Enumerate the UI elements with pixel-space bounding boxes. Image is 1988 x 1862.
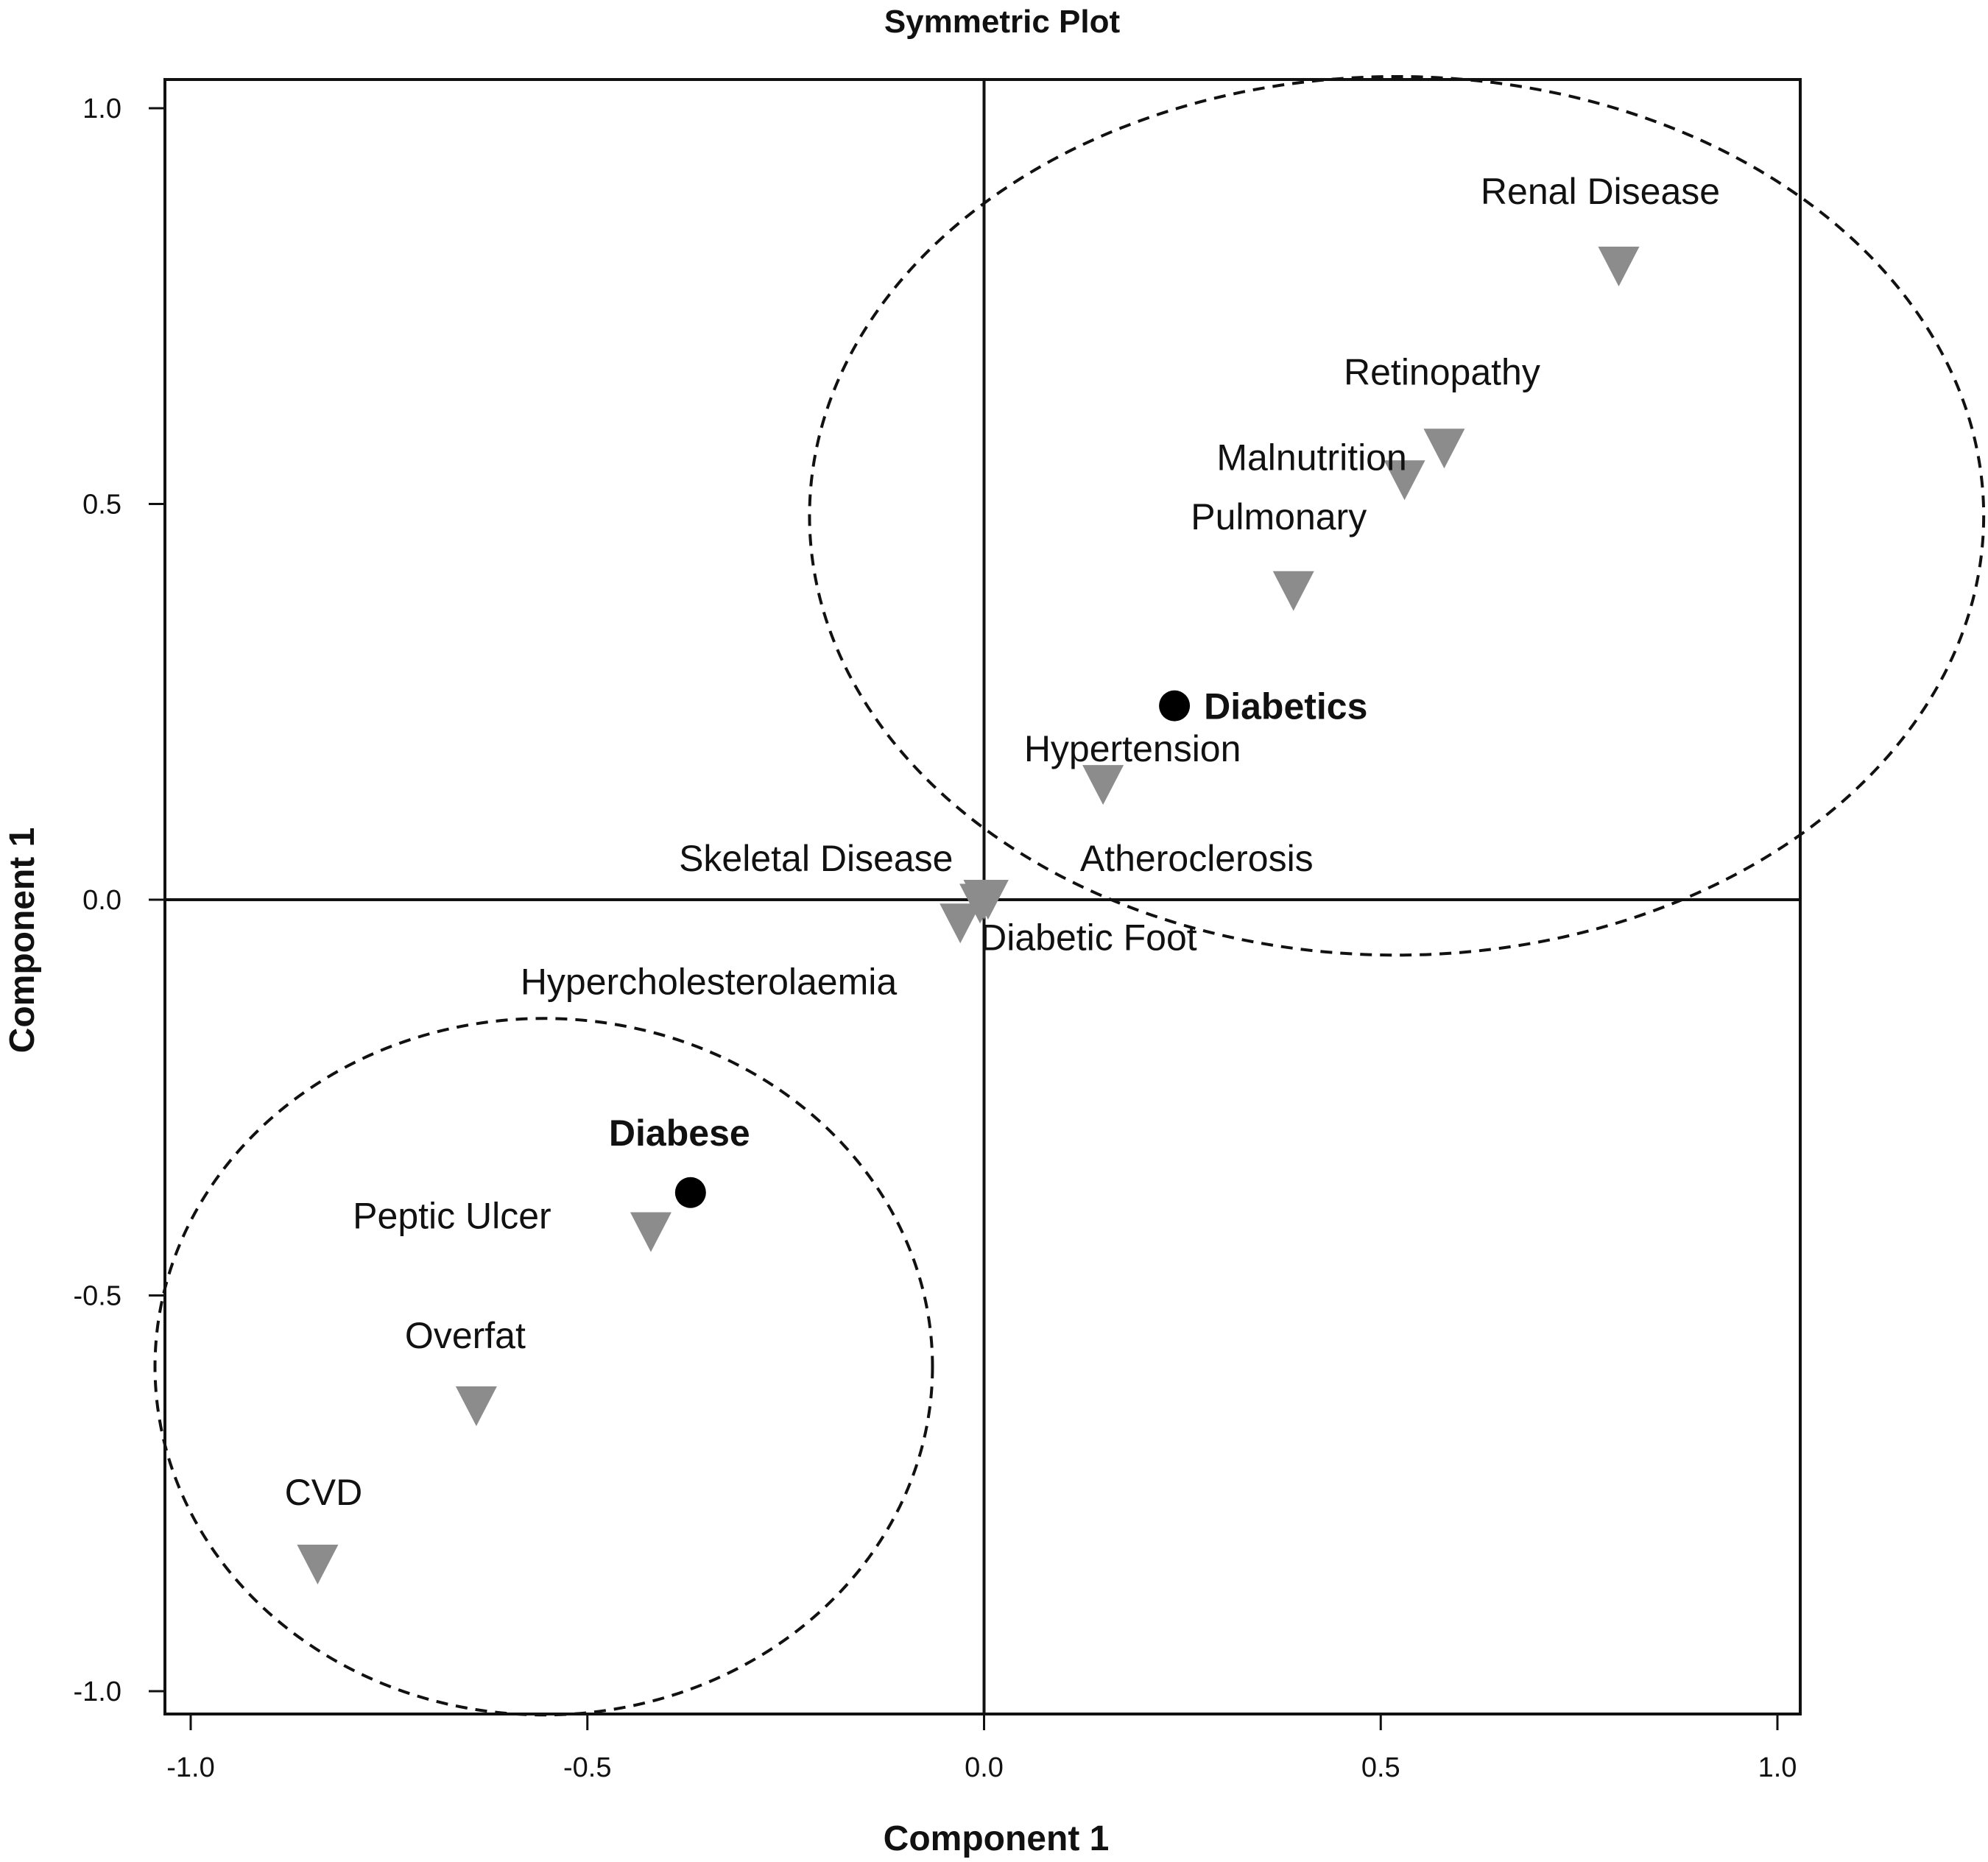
axis-ticks: -1.0 -0.5 0.0 0.5 1.0 -1.0 -0.5 0.0 0.5 1.0: [74, 94, 1797, 1783]
plot-frame: [163, 78, 1802, 1715]
y-tick-label: -0.5: [74, 1281, 121, 1312]
x-axis-title: Component 1: [884, 1819, 1110, 1858]
marker-circle: [1159, 690, 1191, 722]
x-tick-label: -1.0: [166, 1752, 214, 1783]
y-axis-title: Component 1: [3, 828, 42, 1054]
data-markers: [297, 247, 1640, 1584]
marker-triangle: [1082, 765, 1124, 805]
marker-triangle: [297, 1545, 339, 1584]
point-label: Overfat: [405, 1315, 526, 1356]
point-label: Hypercholesterolaemia: [521, 961, 898, 1002]
x-tick-label: 0.0: [965, 1752, 1004, 1783]
point-label: Diabetic Foot: [980, 917, 1197, 958]
point-label: Pulmonary: [1191, 496, 1367, 537]
x-tick-label: 0.5: [1361, 1752, 1400, 1783]
point-label: Peptic Ulcer: [353, 1196, 551, 1237]
point-label: Renal Disease: [1481, 171, 1720, 212]
marker-triangle: [630, 1212, 672, 1252]
point-label: Hypertension: [1024, 728, 1241, 769]
chart-title: Symmetric Plot: [884, 4, 1121, 40]
point-label: Skeletal Disease: [679, 838, 953, 879]
cluster-ellipses: [153, 75, 1986, 1717]
y-tick-label: 0.5: [82, 490, 121, 521]
y-tick-label: -1.0: [74, 1676, 121, 1707]
marker-triangle: [455, 1386, 497, 1426]
point-label: Atheroclerosis: [1080, 838, 1314, 879]
marker-triangle: [940, 903, 981, 944]
cluster-ellipse-1: [808, 75, 1986, 957]
y-tick-label: 1.0: [82, 94, 121, 124]
marker-triangle: [959, 884, 1001, 924]
cluster-ellipse-2: [153, 1017, 934, 1717]
point-label: Diabese: [609, 1112, 750, 1154]
marker-triangle: [1423, 429, 1465, 469]
y-tick-label: 0.0: [82, 885, 121, 916]
marker-triangle: [1272, 571, 1314, 611]
point-label: Malnutrition: [1216, 437, 1406, 478]
point-label: Diabetics: [1204, 686, 1367, 727]
point-label: Retinopathy: [1344, 351, 1540, 392]
marker-triangle: [1598, 247, 1640, 286]
x-tick-label: 1.0: [1758, 1752, 1797, 1783]
data-labels: Diabetics Diabese Renal Disease Retinopathy…: [285, 171, 1720, 1513]
marker-circle: [674, 1177, 706, 1208]
x-tick-label: -0.5: [563, 1752, 611, 1783]
point-label: CVD: [285, 1472, 363, 1513]
marker-triangle: [1384, 460, 1425, 501]
